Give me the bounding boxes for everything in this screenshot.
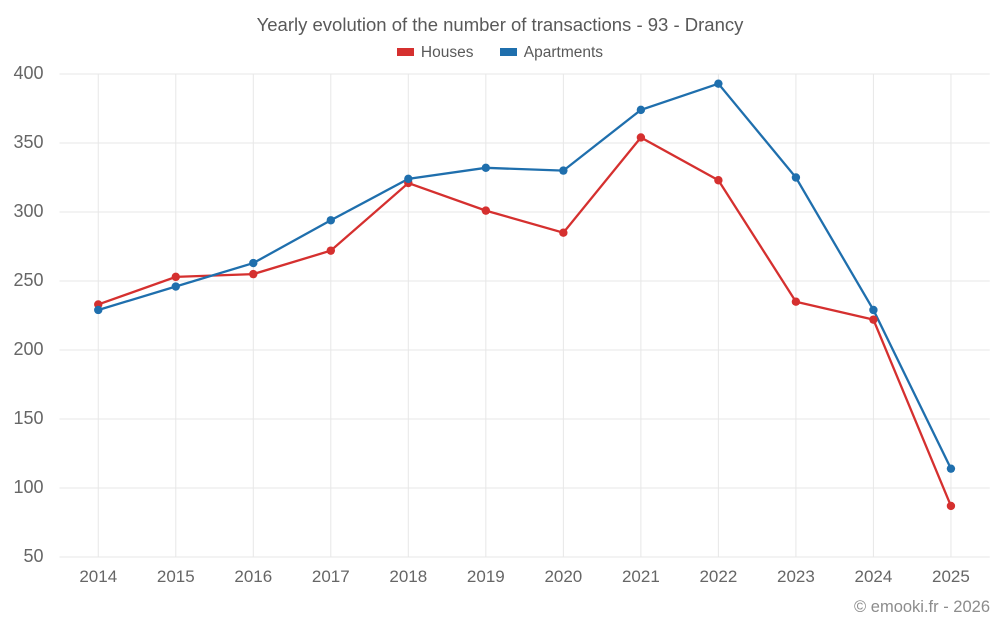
svg-text:200: 200 bbox=[13, 339, 43, 359]
svg-text:2023: 2023 bbox=[777, 567, 815, 586]
svg-text:400: 400 bbox=[13, 63, 43, 83]
svg-text:2020: 2020 bbox=[544, 567, 582, 586]
svg-text:50: 50 bbox=[23, 546, 43, 566]
svg-text:2024: 2024 bbox=[855, 567, 893, 586]
svg-text:350: 350 bbox=[13, 132, 43, 152]
svg-text:300: 300 bbox=[13, 201, 43, 221]
svg-text:100: 100 bbox=[13, 477, 43, 497]
svg-text:2025: 2025 bbox=[932, 567, 970, 586]
svg-text:250: 250 bbox=[13, 270, 43, 290]
svg-text:2014: 2014 bbox=[79, 567, 117, 586]
svg-text:2017: 2017 bbox=[312, 567, 350, 586]
svg-text:2016: 2016 bbox=[234, 567, 272, 586]
svg-text:2015: 2015 bbox=[157, 567, 195, 586]
svg-text:2018: 2018 bbox=[389, 567, 427, 586]
svg-text:150: 150 bbox=[13, 408, 43, 428]
svg-text:2019: 2019 bbox=[467, 567, 505, 586]
svg-text:2022: 2022 bbox=[699, 567, 737, 586]
svg-text:2021: 2021 bbox=[622, 567, 660, 586]
